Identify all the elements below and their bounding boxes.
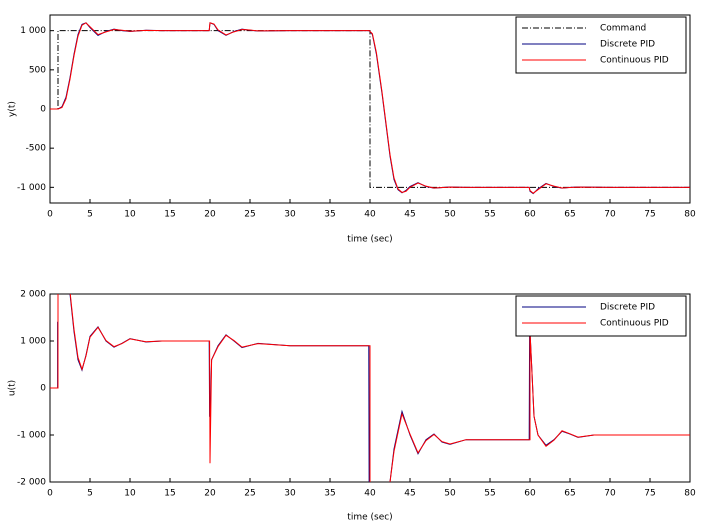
legend-label: Command [600, 24, 646, 34]
x-tick-label: 80 [684, 210, 696, 220]
plot-lines [50, 22, 690, 195]
x-tick-label: 25 [244, 489, 255, 499]
x-tick-label: 50 [444, 210, 456, 220]
x-tick-label: 75 [644, 489, 655, 499]
y-tick-label: 0 [40, 105, 46, 115]
legend-label: Discrete PID [600, 303, 655, 313]
x-tick-label: 10 [124, 210, 136, 220]
y-tick-label: 1 000 [20, 26, 46, 36]
x-tick-label: 60 [524, 489, 536, 499]
x-tick-label: 50 [444, 489, 456, 499]
x-tick-label: 0 [47, 210, 53, 220]
x-tick-label: 45 [404, 489, 415, 499]
x-tick-label: 60 [524, 210, 536, 220]
x-tick-label: 20 [204, 210, 216, 220]
y-tick-label: -2 000 [17, 478, 46, 488]
x-tick-label: 0 [47, 489, 53, 499]
x-tick-label: 65 [564, 210, 575, 220]
y-tick-label: -500 [26, 144, 47, 154]
y-axis-label: y(t) [8, 101, 18, 117]
series-line [50, 30, 690, 188]
y-tick-label: -1 000 [17, 183, 46, 193]
y-tick-label: 500 [29, 65, 46, 75]
x-tick-label: 40 [364, 210, 376, 220]
legend-box [515, 16, 687, 74]
x-tick-label: 10 [124, 489, 136, 499]
x-tick-label: 45 [404, 210, 415, 220]
x-tick-label: 5 [87, 210, 93, 220]
plot-lines [50, 294, 690, 482]
x-tick-label: 70 [604, 210, 616, 220]
x-tick-label: 5 [87, 489, 93, 499]
x-axis-label: time (sec) [347, 235, 392, 245]
legend-label: Discrete PID [600, 40, 655, 50]
x-tick-label: 20 [204, 489, 216, 499]
x-axis-label: time (sec) [347, 513, 392, 523]
x-tick-label: 15 [164, 489, 175, 499]
series-line [50, 294, 690, 482]
legend-label: Continuous PID [600, 319, 669, 329]
x-tick-label: 30 [284, 489, 296, 499]
y-tick-label: 0 [40, 384, 46, 394]
x-tick-label: 25 [244, 210, 255, 220]
legend-box [515, 295, 687, 337]
x-tick-label: 70 [604, 489, 616, 499]
x-tick-label: 35 [324, 210, 335, 220]
x-tick-label: 30 [284, 210, 296, 220]
x-tick-label: 15 [164, 210, 175, 220]
y-tick-label: 2 000 [20, 290, 46, 300]
y-tick-label: 1 000 [20, 337, 46, 347]
x-tick-label: 75 [644, 210, 655, 220]
series-line [50, 22, 690, 194]
x-tick-label: 35 [324, 489, 335, 499]
x-tick-label: 40 [364, 489, 376, 499]
x-tick-label: 55 [484, 210, 495, 220]
x-tick-label: 80 [684, 489, 696, 499]
y-tick-label: -1 000 [17, 431, 46, 441]
x-tick-label: 65 [564, 489, 575, 499]
y-axis-label: u(t) [8, 380, 18, 396]
legend-label: Continuous PID [600, 56, 669, 66]
x-tick-label: 55 [484, 489, 495, 499]
